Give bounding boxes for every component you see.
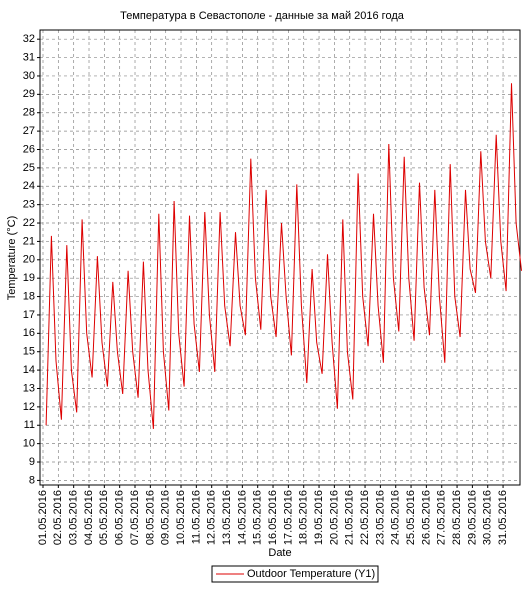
- x-tick-label: 11.05.2016: [190, 490, 202, 544]
- y-tick-label: 27: [23, 125, 35, 137]
- x-tick-label: 16.05.2016: [267, 490, 279, 545]
- x-tick-label: 30.05.2016: [482, 490, 494, 545]
- x-tick-label: 10.05.2016: [175, 490, 187, 545]
- legend-label: Outdoor Temperature (Y1): [247, 568, 375, 580]
- y-tick-label: 30: [23, 70, 35, 82]
- y-tick-label: 28: [23, 107, 35, 119]
- x-tick-label: 13.05.2016: [221, 490, 233, 545]
- y-tick-label: 25: [23, 162, 35, 174]
- x-tick-label: 04.05.2016: [83, 490, 95, 545]
- y-tick-label: 15: [23, 346, 35, 358]
- x-tick-label: 17.05.2016: [282, 490, 294, 545]
- y-tick-label: 31: [23, 51, 35, 63]
- x-tick-label: 05.05.2016: [98, 490, 110, 545]
- x-tick-label: 02.05.2016: [52, 490, 64, 545]
- x-tick-label: 24.05.2016: [390, 490, 402, 545]
- y-tick-label: 12: [23, 401, 35, 413]
- x-tick-label: 23.05.2016: [374, 490, 386, 545]
- y-tick-label: 8: [29, 474, 35, 486]
- x-tick-label: 06.05.2016: [114, 490, 126, 545]
- x-tick-label: 29.05.2016: [466, 490, 478, 545]
- y-tick-label: 32: [23, 33, 35, 45]
- y-tick-label: 23: [23, 199, 35, 211]
- x-tick-label: 03.05.2016: [68, 490, 80, 545]
- chart-title: Температура в Севастополе - данные за ма…: [120, 10, 405, 22]
- x-tick-label: 18.05.2016: [298, 490, 310, 545]
- x-tick-label: 20.05.2016: [328, 490, 340, 545]
- y-tick-label: 17: [23, 309, 35, 321]
- x-tick-label: 07.05.2016: [129, 490, 141, 545]
- y-tick-label: 19: [23, 272, 35, 284]
- y-tick-label: 16: [23, 327, 35, 339]
- x-tick-label: 31.05.2016: [497, 490, 509, 545]
- x-tick-label: 14.05.2016: [236, 490, 248, 545]
- x-axis-label: Date: [268, 547, 291, 559]
- x-tick-label: 26.05.2016: [420, 490, 432, 545]
- x-tick-label: 19.05.2016: [313, 490, 325, 545]
- y-tick-label: 24: [23, 180, 35, 192]
- y-tick-label: 11: [24, 419, 35, 431]
- x-tick-label: 09.05.2016: [160, 490, 172, 545]
- y-tick-label: 29: [23, 88, 35, 100]
- y-tick-label: 26: [23, 143, 35, 155]
- y-tick-label: 22: [23, 217, 35, 229]
- x-tick-label: 28.05.2016: [451, 490, 463, 545]
- y-tick-label: 13: [23, 382, 35, 394]
- x-tick-label: 22.05.2016: [359, 490, 371, 545]
- y-tick-label: 9: [29, 456, 35, 468]
- y-tick-label: 14: [23, 364, 35, 376]
- x-tick-label: 27.05.2016: [436, 490, 448, 545]
- x-tick-label: 01.05.2016: [37, 490, 49, 545]
- y-axis-label: Temperature (°C): [6, 216, 18, 300]
- x-tick-label: 08.05.2016: [144, 490, 156, 545]
- x-tick-label: 25.05.2016: [405, 490, 417, 545]
- x-tick-label: 12.05.2016: [206, 490, 218, 545]
- x-tick-label: 15.05.2016: [252, 490, 264, 545]
- data-line: [45, 83, 522, 429]
- y-tick-label: 20: [23, 254, 35, 266]
- x-tick-label: 21.05.2016: [344, 490, 356, 545]
- y-tick-label: 21: [23, 235, 35, 247]
- y-tick-label: 18: [23, 290, 35, 302]
- legend: [211, 565, 379, 583]
- y-tick-label: 10: [23, 438, 35, 450]
